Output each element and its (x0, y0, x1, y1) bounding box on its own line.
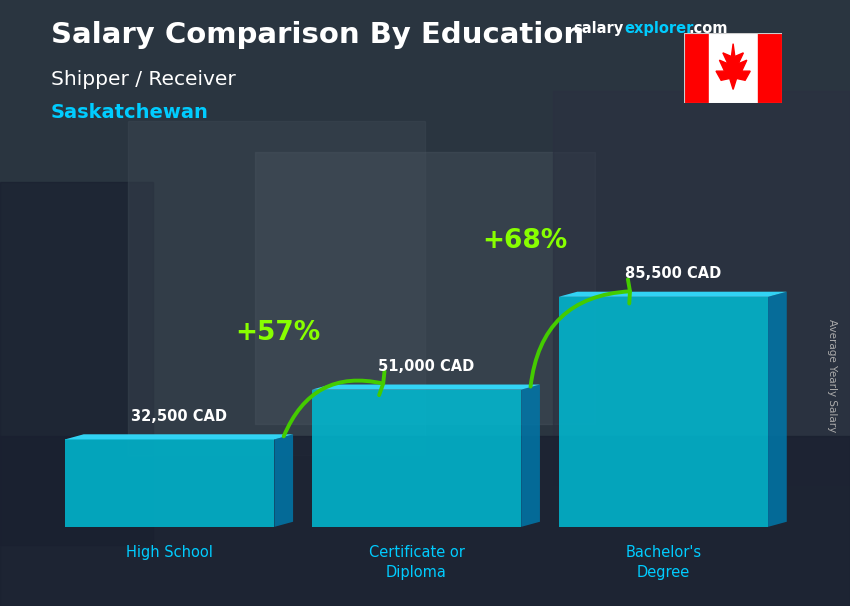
Bar (0, 182, 153, 545)
Bar (0, 436, 850, 606)
Text: .com: .com (688, 21, 728, 36)
Bar (709, 33, 757, 103)
Polygon shape (65, 439, 275, 527)
Bar (684, 33, 709, 103)
Polygon shape (65, 435, 293, 439)
Text: salary: salary (574, 21, 624, 36)
Text: Certificate or
Diploma: Certificate or Diploma (369, 545, 464, 579)
Text: explorer: explorer (625, 21, 694, 36)
Text: Salary Comparison By Education: Salary Comparison By Education (51, 21, 584, 49)
Polygon shape (558, 291, 787, 297)
Bar (255, 152, 595, 424)
Bar (757, 33, 782, 103)
Polygon shape (768, 291, 787, 527)
Text: Average Yearly Salary: Average Yearly Salary (827, 319, 837, 432)
Text: Shipper / Receiver: Shipper / Receiver (51, 70, 235, 88)
Text: 85,500 CAD: 85,500 CAD (625, 267, 721, 281)
Text: 32,500 CAD: 32,500 CAD (131, 409, 227, 424)
Polygon shape (558, 297, 768, 527)
Text: +68%: +68% (482, 228, 568, 253)
Polygon shape (312, 390, 521, 527)
Polygon shape (312, 385, 540, 390)
Text: Bachelor's
Degree: Bachelor's Degree (626, 545, 701, 579)
Text: +57%: +57% (235, 321, 320, 347)
Polygon shape (275, 435, 293, 527)
Text: 51,000 CAD: 51,000 CAD (377, 359, 474, 375)
Bar (552, 91, 850, 485)
Bar (128, 121, 425, 454)
Text: High School: High School (126, 545, 213, 560)
Text: Saskatchewan: Saskatchewan (51, 103, 209, 122)
Polygon shape (716, 44, 751, 90)
Polygon shape (521, 385, 540, 527)
